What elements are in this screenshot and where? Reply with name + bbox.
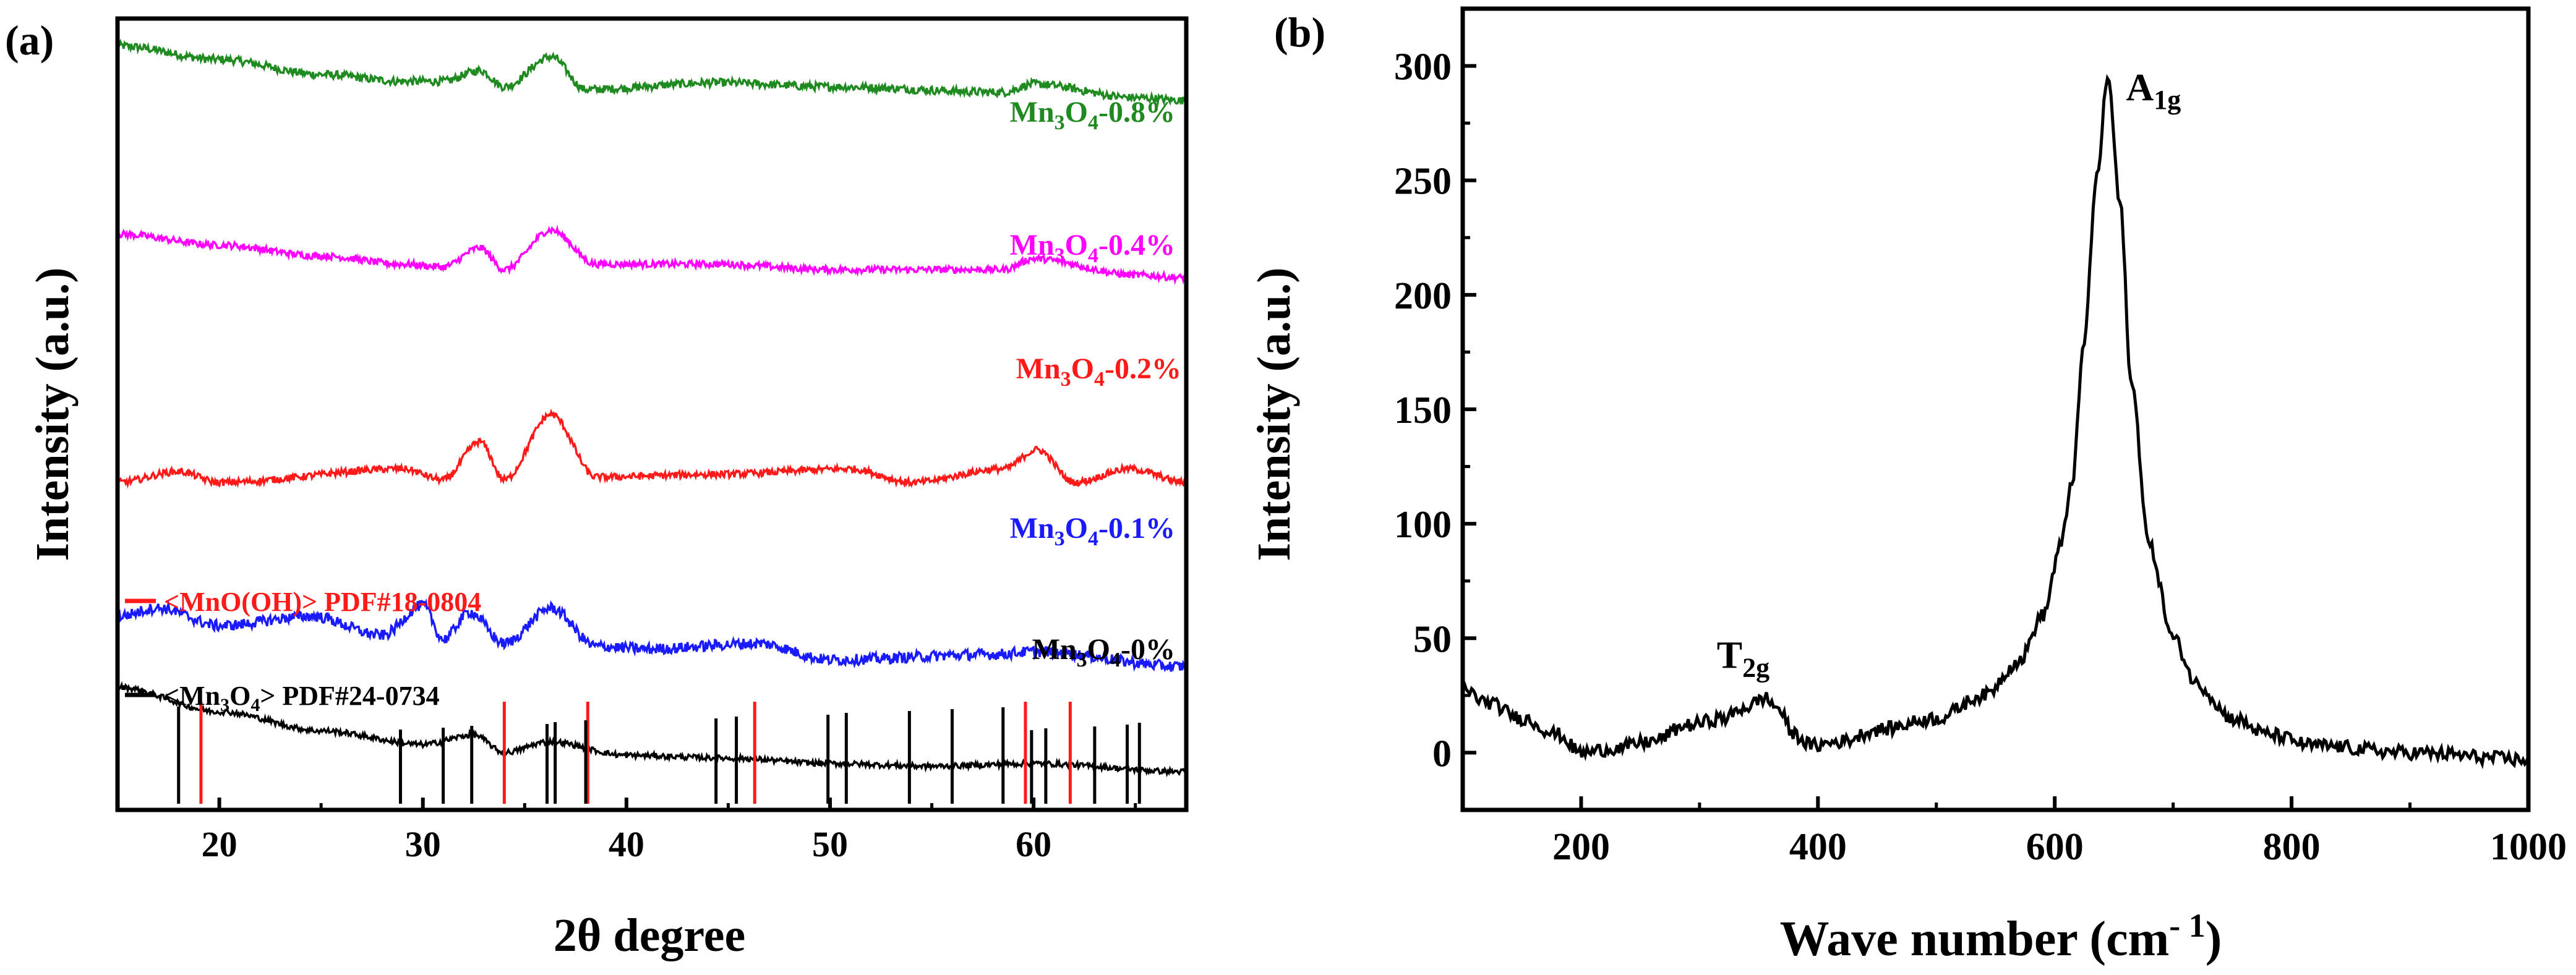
peak-label-t2g: T2g [1717,634,1769,683]
x-tick-label-60: 60 [1016,824,1051,864]
panel-a-tag: (a) [5,17,54,64]
peak-label-a1g: A1g [2126,67,2181,115]
series-label-mn3o4-0.4: Mn3O4-0.4% [1010,229,1175,267]
b-x-tick-label-600: 600 [2026,826,2084,868]
panel-a-axes-frame [115,16,1189,812]
b-x-tick-label-1000: 1000 [2490,826,2567,868]
series-label-mn3o4-0.2: Mn3O4-0.2% [1016,352,1181,391]
b-y-tick-label-250: 250 [1394,161,1452,203]
panel-b-y-ticks: 0 50 100 150 200 250 300 [1394,46,1476,775]
panel-b-x-ticks: 200 400 600 800 1000 [1461,796,2567,868]
b-x-tick-label-400: 400 [1789,826,1847,868]
b-x-tick-label-200: 200 [1552,826,1610,868]
x-tick-label-40: 40 [609,824,644,864]
b-y-tick-label-50: 50 [1413,618,1452,660]
series-line-mn3o4-0.8- [116,38,1187,107]
panel-b-y-axis-label: Intensity (a.u.) [1248,267,1300,561]
legend-label-mn3o4-pdf: <Mn3O4> PDF#24-0734 [164,681,440,715]
x-tick-label-20: 20 [202,824,237,864]
panel-b: (b) 200 400 600 800 1000 050100150200250300 … [1248,6,2567,966]
raman-spectrum-line [1461,74,2530,770]
series-label-mn3o4-0: Mn3O4-0% [1032,633,1175,671]
panel-b-series-group [1461,74,2530,770]
series-line-mn3o4-0- [116,681,1187,778]
panel-b-tag: (b) [1274,9,1325,56]
b-x-tick-label-800: 800 [2263,826,2321,868]
b-y-tick-label-150: 150 [1394,390,1452,432]
series-label-mn3o4-0.8: Mn3O4-0.8% [1010,96,1175,134]
panel-b-x-axis-label: Wave number (cm- 1) [1780,907,2222,966]
panel-a-x-ticks: 20 30 40 50 60 [116,798,1137,864]
panel-a-reference-lines [177,702,1141,804]
panel-a-y-axis-label: Intensity (a.u.) [27,267,79,561]
x-tick-label-50: 50 [812,824,848,864]
panel-a-series-group [116,38,1187,778]
legend-label-mnooh: <MnO(OH)> PDF#18-0804 [164,587,481,617]
b-y-tick-label-200: 200 [1394,275,1452,317]
panel-a-x-axis-label: 2θ degree [554,909,746,961]
series-line-mn3o4-0.1- [117,598,1187,673]
b-y-tick-label-300: 300 [1394,46,1452,88]
panel-a: (a) 20 30 40 50 60 Mn3O4-0.8% Mn3O4-0.4% Mn3… [5,16,1189,961]
x-tick-label-30: 30 [405,824,441,864]
series-line-mn3o4-0.2- [116,408,1187,489]
series-line-mn3o4-0.4- [116,224,1187,286]
series-label-mn3o4-0.1: Mn3O4-0.1% [1010,512,1175,550]
b-y-tick-label-0: 0 [1432,733,1452,775]
b-y-tick-label-100: 100 [1394,504,1452,546]
